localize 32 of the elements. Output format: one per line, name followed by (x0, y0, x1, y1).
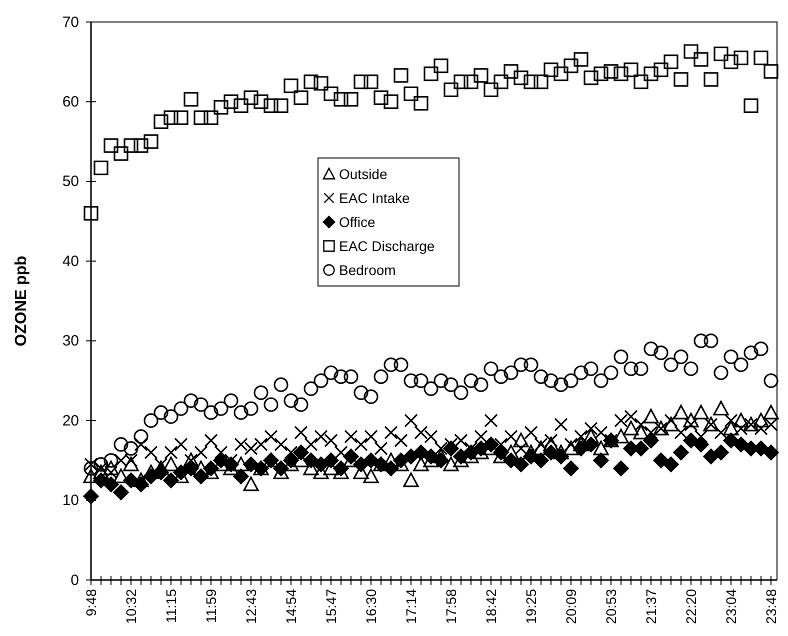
x-tick-label: 20:09 (562, 588, 579, 624)
x-tick-label: 11:15 (162, 588, 179, 623)
legend-label: Outside (339, 166, 388, 182)
x-tick-label: 9:48 (82, 588, 99, 616)
legend-label: EAC Intake (339, 190, 410, 206)
x-tick-label: 16:30 (362, 588, 379, 624)
x-tick-label: 17:58 (442, 588, 459, 624)
y-tick-label: 50 (62, 173, 79, 190)
y-tick-label: 60 (62, 94, 79, 111)
x-tick-label: 23:48 (762, 588, 779, 624)
y-axis-title: OZONE ppb (13, 255, 30, 346)
x-tick-label: 14:54 (282, 588, 299, 624)
y-tick-label: 70 (62, 14, 79, 31)
x-tick-label: 12:43 (242, 588, 259, 624)
legend-label: Bedroom (339, 262, 396, 278)
x-tick-label: 22:20 (682, 588, 699, 624)
legend-label: Office (339, 214, 376, 230)
x-tick-label: 11:59 (202, 588, 219, 623)
x-tick-label: 17:14 (402, 588, 419, 624)
x-tick-label: 10:32 (122, 588, 139, 624)
x-tick-label: 20:53 (602, 588, 619, 624)
x-tick-label: 18:42 (482, 588, 499, 624)
x-tick-label: 15:47 (322, 588, 339, 624)
x-tick-label: 21:37 (642, 588, 659, 624)
y-tick-label: 20 (62, 412, 79, 430)
y-tick-label: 30 (62, 332, 79, 350)
y-tick-label: 0 (70, 572, 79, 589)
y-tick-label: 40 (62, 252, 79, 270)
x-tick-label: 23:04 (722, 588, 739, 624)
legend-label: EAC Discharge (339, 238, 435, 254)
y-tick-label: 10 (62, 492, 79, 510)
x-tick-label: 19:25 (522, 588, 539, 624)
